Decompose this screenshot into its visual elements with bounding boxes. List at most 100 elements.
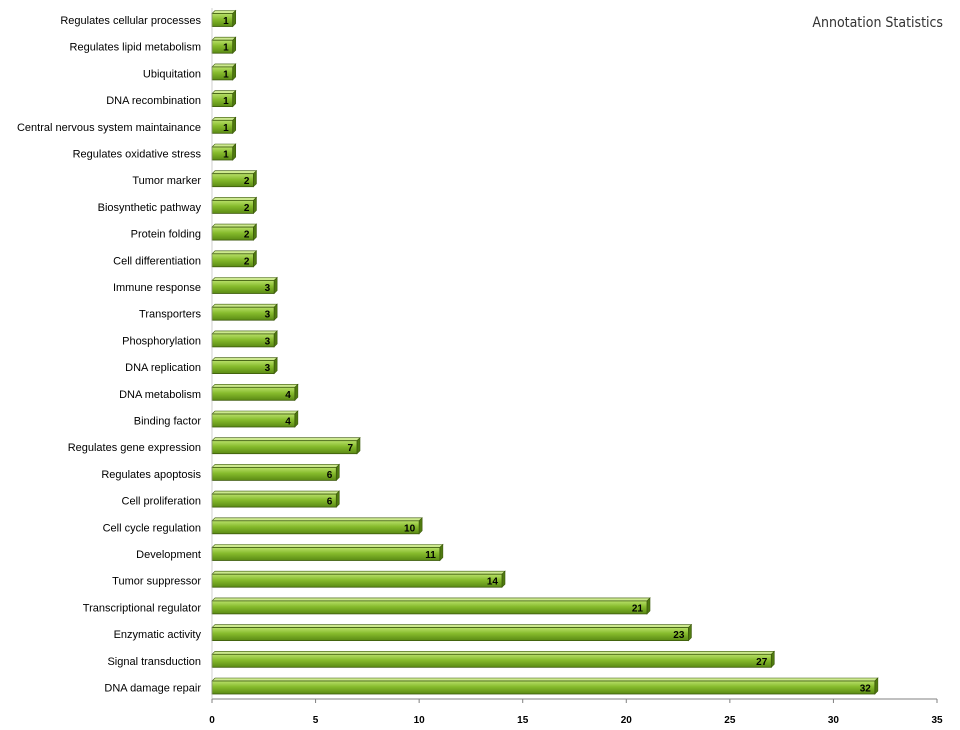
data-label: 3 <box>265 283 271 294</box>
category-label: Cell proliferation <box>122 496 201 508</box>
data-label: 14 <box>487 577 499 588</box>
data-label: 3 <box>265 310 271 321</box>
bar-side-face <box>335 490 340 508</box>
data-label: 4 <box>285 390 291 401</box>
category-label: Regulates lipid metabolism <box>70 42 201 54</box>
bar-top-face <box>211 197 258 201</box>
category-label: Regulates oxidative stress <box>73 149 202 161</box>
bar-side-face <box>273 330 278 348</box>
x-tick-label: 0 <box>209 715 215 726</box>
data-label: 2 <box>244 230 250 241</box>
category-label: DNA recombination <box>106 95 201 107</box>
category-label: Phosphorylation <box>122 335 201 347</box>
bar-side-face <box>253 223 257 241</box>
bar-top-face <box>211 650 776 655</box>
data-label: 1 <box>223 43 229 54</box>
category-label: Regulates apoptosis <box>101 469 201 481</box>
bar-top-face <box>211 250 258 255</box>
bar-top-face <box>211 117 237 121</box>
bar-side-face <box>273 303 278 321</box>
bar-side-face <box>335 463 340 482</box>
data-label: 6 <box>327 497 333 508</box>
bar-top-face <box>211 544 444 548</box>
bars-layer: Regulates cellular processes 1 Regulates l… <box>17 9 879 695</box>
category-label: Transcriptional regulator <box>83 602 202 614</box>
data-label: 1 <box>223 96 229 107</box>
x-tick-label: 20 <box>621 715 633 726</box>
bar-side-face <box>232 143 237 161</box>
bar-top-face <box>211 677 879 682</box>
data-label: 23 <box>673 630 685 641</box>
bar <box>211 653 772 668</box>
bar-top-face <box>211 624 693 628</box>
category-label: Cell differentiation <box>113 255 201 267</box>
data-label: 1 <box>223 150 229 161</box>
data-label: 1 <box>223 69 229 80</box>
category-label: DNA damage repair <box>104 683 201 695</box>
bar-side-face <box>232 63 237 81</box>
category-label: Tumor marker <box>132 175 201 187</box>
data-label: 1 <box>223 16 229 27</box>
bar-side-face <box>273 356 278 375</box>
bar-top-face <box>211 10 237 14</box>
bar-side-face <box>232 36 237 54</box>
category-label: Immune response <box>113 282 201 294</box>
bar <box>211 547 441 561</box>
category-label: DNA metabolism <box>119 389 201 401</box>
category-label: DNA replication <box>125 362 201 374</box>
category-label: Tumor suppressor <box>112 576 201 588</box>
category-label: Biosynthetic pathway <box>98 202 202 214</box>
bar-side-face <box>688 623 692 642</box>
data-label: 21 <box>632 603 644 614</box>
bar-side-face <box>232 89 237 108</box>
bar-side-face <box>294 410 299 428</box>
bar-top-face <box>211 597 651 602</box>
bar-top-face <box>211 383 299 388</box>
data-label: 3 <box>265 363 271 374</box>
data-label: 2 <box>244 256 250 267</box>
bar <box>211 680 876 695</box>
bar-top-face <box>211 36 237 41</box>
bar-top-face <box>211 517 423 522</box>
bar-side-face <box>356 436 361 455</box>
category-label: Signal transduction <box>107 656 201 668</box>
category-label: Transporters <box>139 309 201 321</box>
category-label: Cell cycle regulation <box>103 522 201 534</box>
data-label: 4 <box>285 417 291 428</box>
bar <box>211 627 689 641</box>
bar-top-face <box>211 63 237 68</box>
bar-side-face <box>770 650 775 669</box>
data-label: 32 <box>860 684 872 695</box>
bar-side-face <box>273 276 278 295</box>
bar <box>211 386 296 401</box>
bar-top-face <box>211 303 278 308</box>
bar <box>211 573 503 588</box>
data-label: 7 <box>347 443 353 454</box>
category-label: Regulates gene expression <box>68 442 201 454</box>
data-label: 10 <box>404 523 416 534</box>
bar-top-face <box>211 277 278 281</box>
bar <box>211 600 648 615</box>
bar-top-face <box>211 410 299 415</box>
bar-side-face <box>501 570 506 588</box>
bar-side-face <box>874 677 879 695</box>
category-label: Central nervous system maintainance <box>17 122 201 134</box>
data-label: 2 <box>244 176 250 187</box>
bar-side-face <box>232 9 237 28</box>
bar-top-face <box>211 490 341 495</box>
bar-side-face <box>646 597 651 615</box>
data-label: 3 <box>265 336 271 347</box>
category-label: Enzymatic activity <box>114 629 202 641</box>
bar <box>211 466 337 481</box>
bar-top-face <box>211 170 258 174</box>
data-label: 6 <box>327 470 333 481</box>
bar-side-face <box>418 517 423 535</box>
bar-side-face <box>232 116 237 135</box>
bar-top-face <box>211 143 237 148</box>
bar-top-face <box>211 330 278 335</box>
bar-top-face <box>211 437 361 442</box>
bar <box>211 440 358 455</box>
bar-side-face <box>253 196 257 215</box>
bar <box>211 493 337 508</box>
